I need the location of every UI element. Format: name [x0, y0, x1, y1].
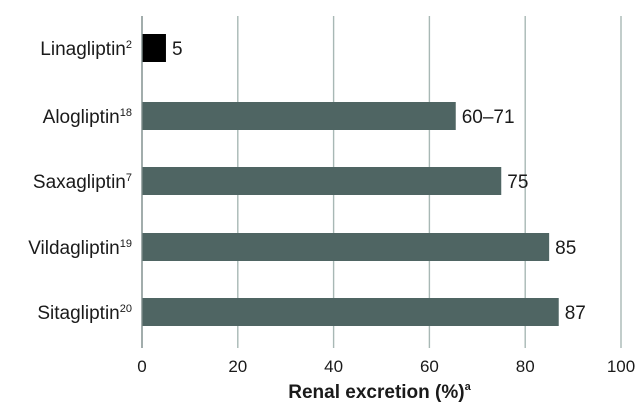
bar-sitagliptin [142, 298, 559, 326]
category-label-vildagliptin: Vildagliptin19 [28, 238, 132, 259]
category-label-alogliptin: Alogliptin18 [43, 107, 132, 128]
category-reference: 7 [126, 172, 132, 184]
data-label-saxagliptin: 75 [507, 172, 528, 193]
x-axis-title-text: Renal excretion (%) [288, 382, 464, 403]
bars [142, 34, 559, 326]
data-label-vildagliptin: 85 [555, 238, 576, 259]
category-label-linagliptin: Linagliptin2 [40, 39, 132, 60]
bar-vildagliptin [142, 233, 550, 261]
category-reference: 20 [120, 303, 132, 315]
data-label-sitagliptin: 87 [565, 303, 586, 324]
tick-label-0: 0 [137, 357, 146, 376]
data-label-alogliptin: 60–71 [462, 107, 515, 128]
tick-label-80: 80 [516, 357, 535, 376]
x-axis-title-superscript: a [465, 381, 472, 393]
category-name: Sitagliptin [37, 303, 119, 324]
bar-linagliptin [142, 34, 166, 62]
x-axis-title: Renal excretion (%)a [288, 381, 471, 403]
category-label-sitagliptin: Sitagliptin20 [37, 303, 132, 324]
tick-label-40: 40 [324, 357, 343, 376]
category-name: Saxagliptin [33, 172, 126, 193]
category-name: Linagliptin [40, 39, 126, 60]
bar-alogliptin [142, 102, 456, 130]
bar-saxagliptin [142, 167, 502, 195]
tick-labels: 0 20 40 60 80 100 [137, 357, 635, 376]
category-label-saxagliptin: Saxagliptin7 [33, 172, 132, 193]
category-reference: 19 [120, 238, 132, 250]
category-labels: Linagliptin2 Alogliptin18 Saxagliptin7 Vild… [28, 39, 132, 324]
tick-label-60: 60 [420, 357, 439, 376]
data-label-linagliptin: 5 [172, 39, 183, 60]
category-reference: 18 [120, 107, 132, 119]
category-name: Vildagliptin [28, 238, 120, 259]
data-labels: 5 60–71 75 85 87 [172, 39, 586, 324]
tick-label-100: 100 [607, 357, 635, 376]
category-reference: 2 [126, 39, 132, 51]
tick-label-20: 20 [228, 357, 247, 376]
category-name: Alogliptin [43, 107, 120, 128]
